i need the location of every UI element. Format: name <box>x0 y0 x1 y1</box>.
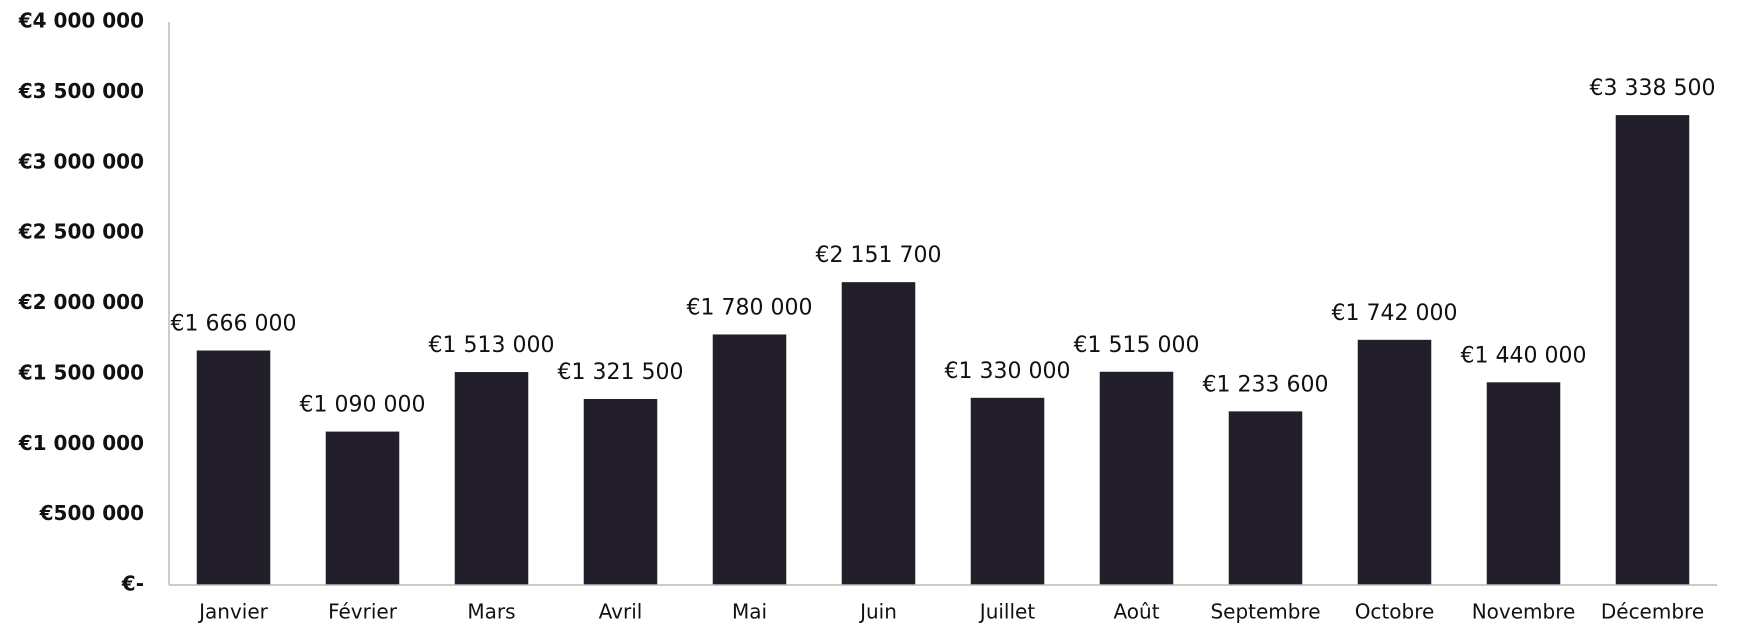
value-label: €1 330 000 <box>945 359 1071 384</box>
x-tick-label: Mai <box>732 600 767 624</box>
x-tick-label: Janvier <box>197 600 269 624</box>
bar <box>1486 382 1561 585</box>
x-tick-label: Juin <box>858 600 897 624</box>
bar <box>1615 115 1690 585</box>
y-tick-label: €4 000 000 <box>18 9 144 33</box>
y-tick-label: €2 500 000 <box>18 220 144 244</box>
x-tick-label: Octobre <box>1355 600 1435 624</box>
x-tick-label: Décembre <box>1601 600 1704 624</box>
bar <box>841 282 916 585</box>
bar <box>1099 371 1174 585</box>
value-label: €1 742 000 <box>1332 301 1458 326</box>
y-tick-label: €3 500 000 <box>18 79 144 103</box>
value-label: €1 233 600 <box>1203 372 1329 397</box>
value-label: €1 780 000 <box>687 295 813 320</box>
bar <box>970 397 1045 585</box>
value-label: €2 151 700 <box>816 243 942 268</box>
x-tick-label: Mars <box>467 600 515 624</box>
value-label: €1 440 000 <box>1461 343 1587 368</box>
bar <box>454 372 529 585</box>
value-label: €1 321 500 <box>558 360 684 385</box>
y-tick-label: €1 000 000 <box>18 431 144 455</box>
value-label: €1 666 000 <box>171 312 297 337</box>
bar <box>583 398 658 585</box>
value-label: €1 513 000 <box>429 333 555 358</box>
value-label: €3 338 500 <box>1590 76 1716 101</box>
x-tick-label: Avril <box>599 600 643 624</box>
value-label: €1 090 000 <box>300 393 426 418</box>
bar <box>325 431 400 585</box>
bar <box>1228 411 1303 585</box>
bar <box>712 334 787 585</box>
x-tick-label: Septembre <box>1210 600 1320 624</box>
y-tick-label: €2 000 000 <box>18 290 144 314</box>
x-tick-label: Novembre <box>1472 600 1576 624</box>
x-tick-label: Février <box>328 600 398 624</box>
y-tick-label: €1 500 000 <box>18 360 144 384</box>
y-tick-label: €- <box>121 572 144 596</box>
y-tick-label: €3 000 000 <box>18 149 144 173</box>
bar <box>196 350 271 585</box>
bar <box>1357 339 1432 585</box>
y-tick-label: €500 000 <box>39 501 144 525</box>
x-tick-label: Août <box>1113 600 1159 624</box>
x-tick-label: Juillet <box>978 600 1036 624</box>
value-label: €1 515 000 <box>1074 333 1200 358</box>
